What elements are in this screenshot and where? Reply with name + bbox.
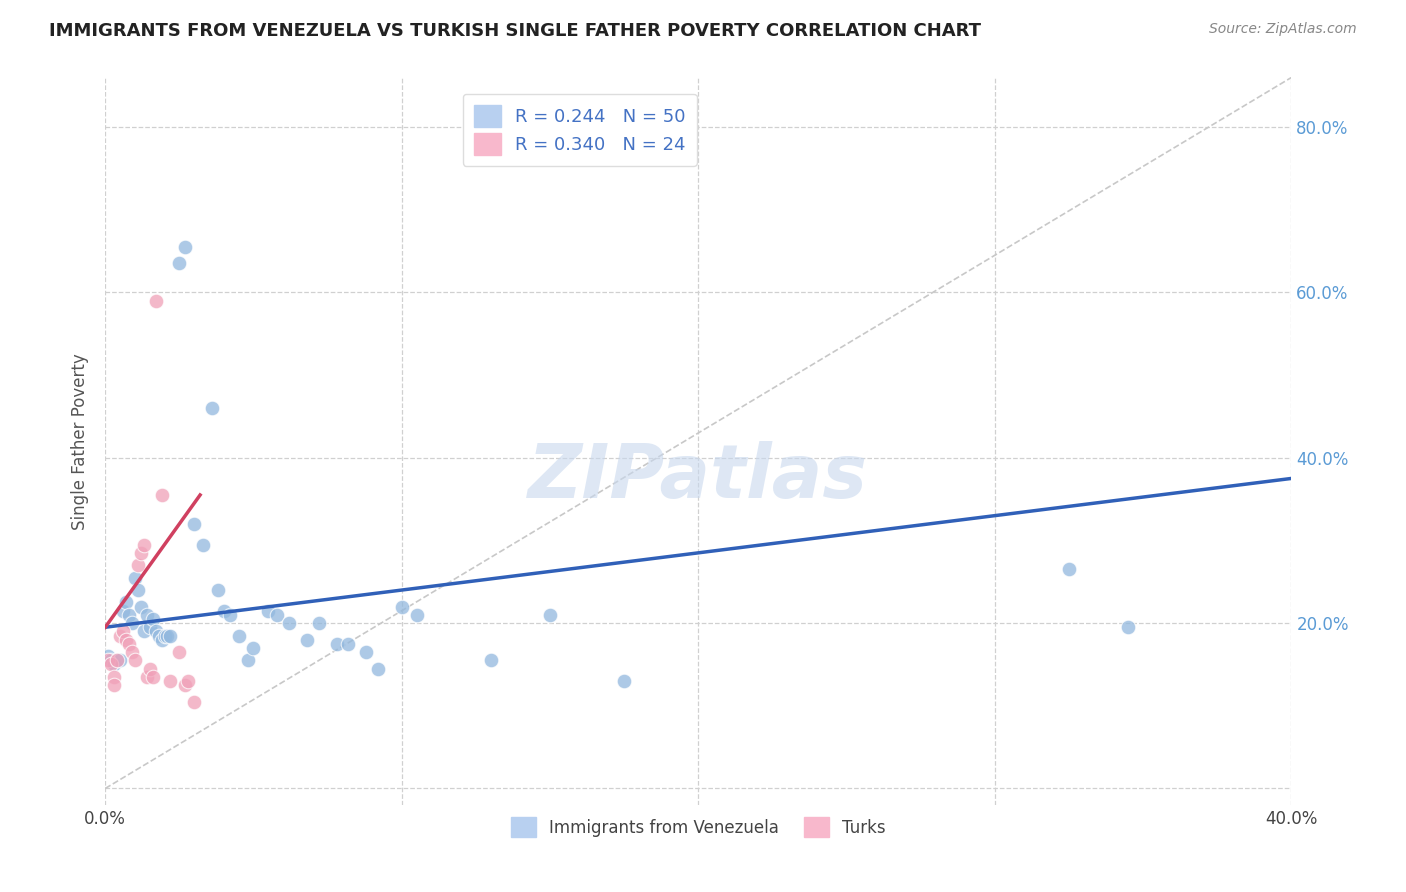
Text: ZIPatlas: ZIPatlas (529, 442, 869, 514)
Point (138, 662, 160, 676)
Point (236, 653, 259, 667)
Point (1057, 562, 1080, 576)
Point (257, 604, 280, 618)
Point (138, 620, 160, 634)
Point (108, 628, 131, 642)
Point (115, 595, 138, 609)
Point (105, 653, 128, 667)
Point (108, 653, 131, 667)
Point (183, 516, 205, 531)
Point (169, 645, 191, 659)
Point (174, 678, 197, 692)
Point (124, 653, 146, 667)
Point (100, 653, 122, 667)
Point (121, 645, 143, 659)
Point (148, 628, 170, 642)
Point (127, 582, 149, 597)
Point (111, 604, 134, 618)
Point (142, 670, 165, 684)
Point (159, 673, 181, 688)
Point (100, 657, 122, 672)
Point (405, 607, 427, 622)
Point (145, 293, 167, 308)
Point (150, 488, 173, 502)
Point (391, 599, 413, 614)
Point (103, 670, 125, 684)
Point (105, 653, 128, 667)
Point (201, 401, 224, 416)
Point (354, 645, 377, 659)
Y-axis label: Single Father Poverty: Single Father Poverty (72, 353, 89, 530)
Point (295, 632, 318, 647)
Point (121, 616, 143, 631)
Point (132, 538, 155, 552)
Legend: Immigrants from Venezuela, Turks: Immigrants from Venezuela, Turks (505, 810, 893, 844)
Point (367, 662, 389, 676)
Point (132, 624, 155, 639)
Point (111, 624, 134, 639)
Point (308, 616, 330, 631)
Point (207, 582, 229, 597)
Point (118, 607, 141, 622)
Point (135, 670, 157, 684)
Text: Source: ZipAtlas.com: Source: ZipAtlas.com (1209, 22, 1357, 37)
Point (479, 653, 502, 667)
Point (218, 607, 240, 622)
Point (118, 637, 141, 651)
Point (135, 607, 157, 622)
Point (142, 612, 165, 626)
Point (97, 653, 120, 667)
Point (127, 558, 149, 573)
Point (115, 632, 138, 647)
Point (177, 673, 200, 688)
Point (242, 640, 264, 655)
Point (145, 624, 167, 639)
Point (1118, 620, 1140, 634)
Point (129, 546, 152, 560)
Point (278, 616, 301, 631)
Point (156, 628, 179, 642)
Point (228, 628, 250, 642)
Point (129, 599, 152, 614)
Point (169, 256, 191, 270)
Point (191, 538, 214, 552)
Point (150, 632, 173, 647)
Point (538, 607, 561, 622)
Point (124, 571, 146, 585)
Point (266, 607, 288, 622)
Point (174, 240, 197, 254)
Text: IMMIGRANTS FROM VENEZUELA VS TURKISH SINGLE FATHER POVERTY CORRELATION CHART: IMMIGRANTS FROM VENEZUELA VS TURKISH SIN… (49, 22, 981, 40)
Point (337, 637, 360, 651)
Point (97, 649, 120, 664)
Point (159, 628, 181, 642)
Point (613, 673, 636, 688)
Point (183, 695, 205, 709)
Point (325, 637, 347, 651)
Point (103, 657, 125, 672)
Point (212, 604, 235, 618)
Point (153, 628, 176, 642)
Point (103, 678, 125, 692)
